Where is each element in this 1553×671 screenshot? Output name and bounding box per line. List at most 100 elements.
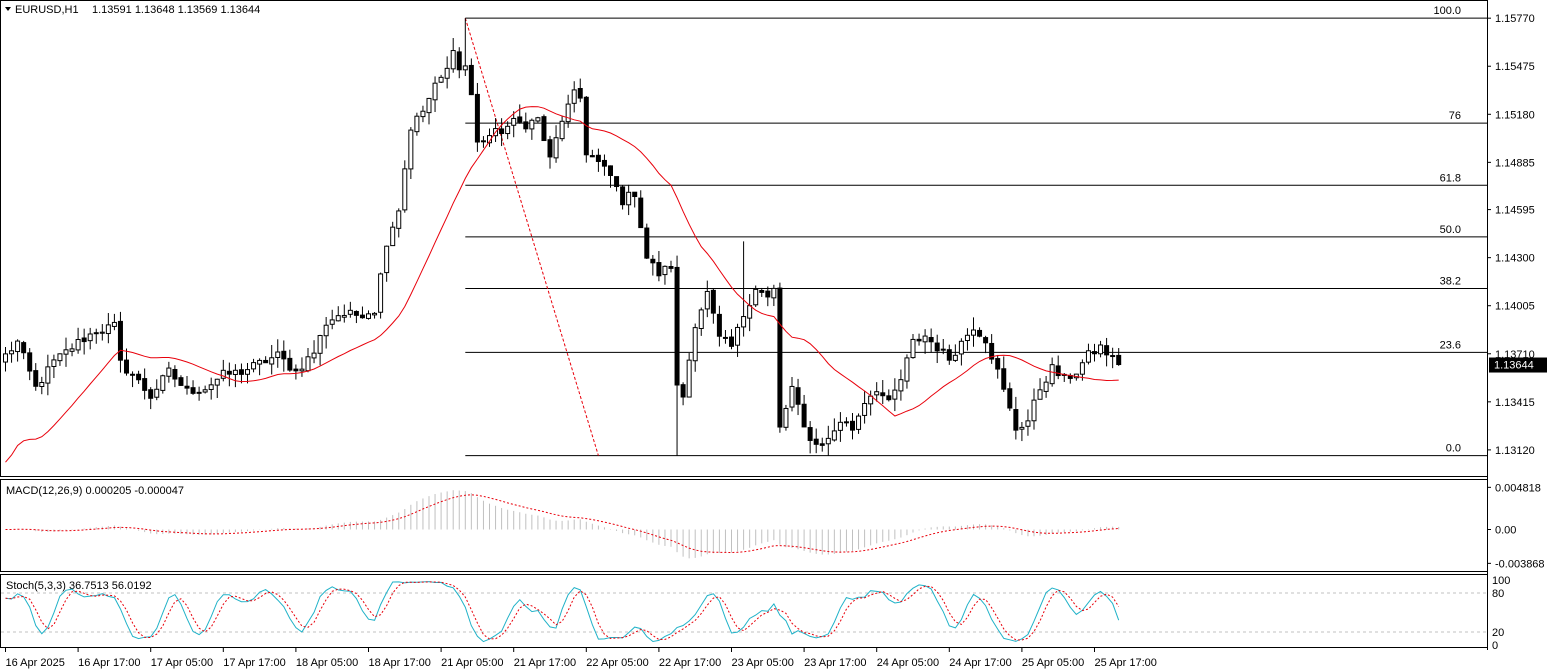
symbol-header[interactable]: EURUSD,H1 1.13591 1.13648 1.13569 1.1364… xyxy=(5,4,260,16)
candle xyxy=(898,369,904,401)
time-tick-label: 22 Apr 17:00 xyxy=(659,657,721,669)
sma-line xyxy=(5,106,1119,463)
candle xyxy=(934,334,940,364)
candle xyxy=(843,417,849,427)
candle xyxy=(1104,337,1110,367)
candle xyxy=(977,327,983,338)
candle xyxy=(1116,348,1122,366)
candle xyxy=(1085,343,1091,365)
candle xyxy=(547,135,553,169)
fib-level-label: 23.6 xyxy=(1440,339,1461,351)
candle xyxy=(124,348,129,376)
time-tick-label: 21 Apr 05:00 xyxy=(441,657,503,669)
candle xyxy=(1019,422,1025,442)
candle xyxy=(819,437,825,452)
candle xyxy=(789,377,795,412)
candle xyxy=(432,76,438,113)
stoch-tick-label: 0 xyxy=(1492,640,1498,652)
candle xyxy=(644,223,650,260)
candle xyxy=(474,82,480,152)
candle xyxy=(692,323,698,372)
candle xyxy=(722,330,728,344)
candle xyxy=(807,421,813,454)
chevron-down-icon[interactable] xyxy=(5,7,11,11)
candle xyxy=(656,251,662,282)
candle xyxy=(99,324,105,341)
candle xyxy=(801,394,807,428)
symbol-label: EURUSD,H1 xyxy=(15,4,79,16)
price-tick-label: 1.14595 xyxy=(1495,205,1535,217)
current-price-label: 1.13644 xyxy=(1494,360,1534,372)
candle xyxy=(408,127,414,180)
time-axis: 16 Apr 2025 16 Apr 17:00 17 Apr 05:00 17 Ap… xyxy=(5,648,1157,669)
candle xyxy=(989,334,995,364)
ohlc-values: 1.13591 1.13648 1.13569 1.13644 xyxy=(92,4,260,16)
candle xyxy=(1001,356,1007,393)
candle xyxy=(753,285,759,307)
candle xyxy=(93,328,99,344)
candle xyxy=(971,317,976,347)
candle xyxy=(15,339,21,362)
price-tick-label: 1.14005 xyxy=(1495,301,1535,313)
candle xyxy=(329,309,335,330)
candle xyxy=(311,340,317,364)
candle xyxy=(450,38,456,73)
candle xyxy=(535,116,541,123)
candle xyxy=(1007,382,1013,411)
candle xyxy=(837,412,843,442)
macd-panel-frame xyxy=(0,479,1488,572)
candle xyxy=(892,378,898,412)
candle xyxy=(232,364,238,388)
candle xyxy=(263,356,269,364)
candle xyxy=(214,378,220,399)
candle xyxy=(51,354,57,379)
candle xyxy=(686,352,692,398)
fib-trend-line[interactable] xyxy=(464,18,599,456)
stoch-label: Stoch(5,3,3) 36.7513 56.0192 xyxy=(6,580,152,592)
price-tick-label: 1.13415 xyxy=(1495,397,1535,409)
candle xyxy=(9,341,15,363)
candle xyxy=(238,363,244,384)
macd-signal-line xyxy=(5,494,1119,554)
candle xyxy=(75,327,81,354)
candle xyxy=(710,288,716,324)
candle xyxy=(928,328,934,353)
candle xyxy=(1092,343,1097,362)
candle xyxy=(444,56,450,89)
price-tick-label: 1.13120 xyxy=(1495,445,1535,457)
candle xyxy=(904,354,910,389)
price-axis: 1.15770 1.15475 1.15180 1.14885 1.14595 1.143… xyxy=(1487,13,1535,457)
candle xyxy=(910,333,916,359)
candle xyxy=(257,358,263,376)
candle xyxy=(511,111,517,138)
candle xyxy=(553,125,559,163)
time-tick-label: 23 Apr 17:00 xyxy=(804,657,866,669)
candle xyxy=(202,385,208,394)
candle xyxy=(983,335,989,354)
candle xyxy=(335,306,341,322)
candle xyxy=(632,191,638,208)
candle xyxy=(571,81,577,113)
candle xyxy=(777,282,783,433)
candle xyxy=(396,208,402,238)
fibonacci-retracement[interactable]: 100.0 76 61.8 50.0 38.2 23.6 0.0 xyxy=(464,5,1487,457)
candle xyxy=(87,327,93,350)
candle xyxy=(178,375,184,386)
candle xyxy=(390,221,396,247)
candle xyxy=(281,340,287,372)
candle xyxy=(480,136,486,148)
candle xyxy=(541,114,547,142)
candle xyxy=(293,364,299,380)
time-tick-label: 22 Apr 05:00 xyxy=(586,657,648,669)
candle xyxy=(813,428,819,454)
candle xyxy=(57,353,63,366)
candle xyxy=(487,128,492,147)
price-tick-label: 1.14885 xyxy=(1495,157,1535,169)
candle xyxy=(704,280,710,318)
candle xyxy=(1025,409,1031,436)
candle xyxy=(608,165,613,188)
candle xyxy=(583,95,589,163)
candle xyxy=(638,190,644,229)
candle xyxy=(862,391,868,424)
